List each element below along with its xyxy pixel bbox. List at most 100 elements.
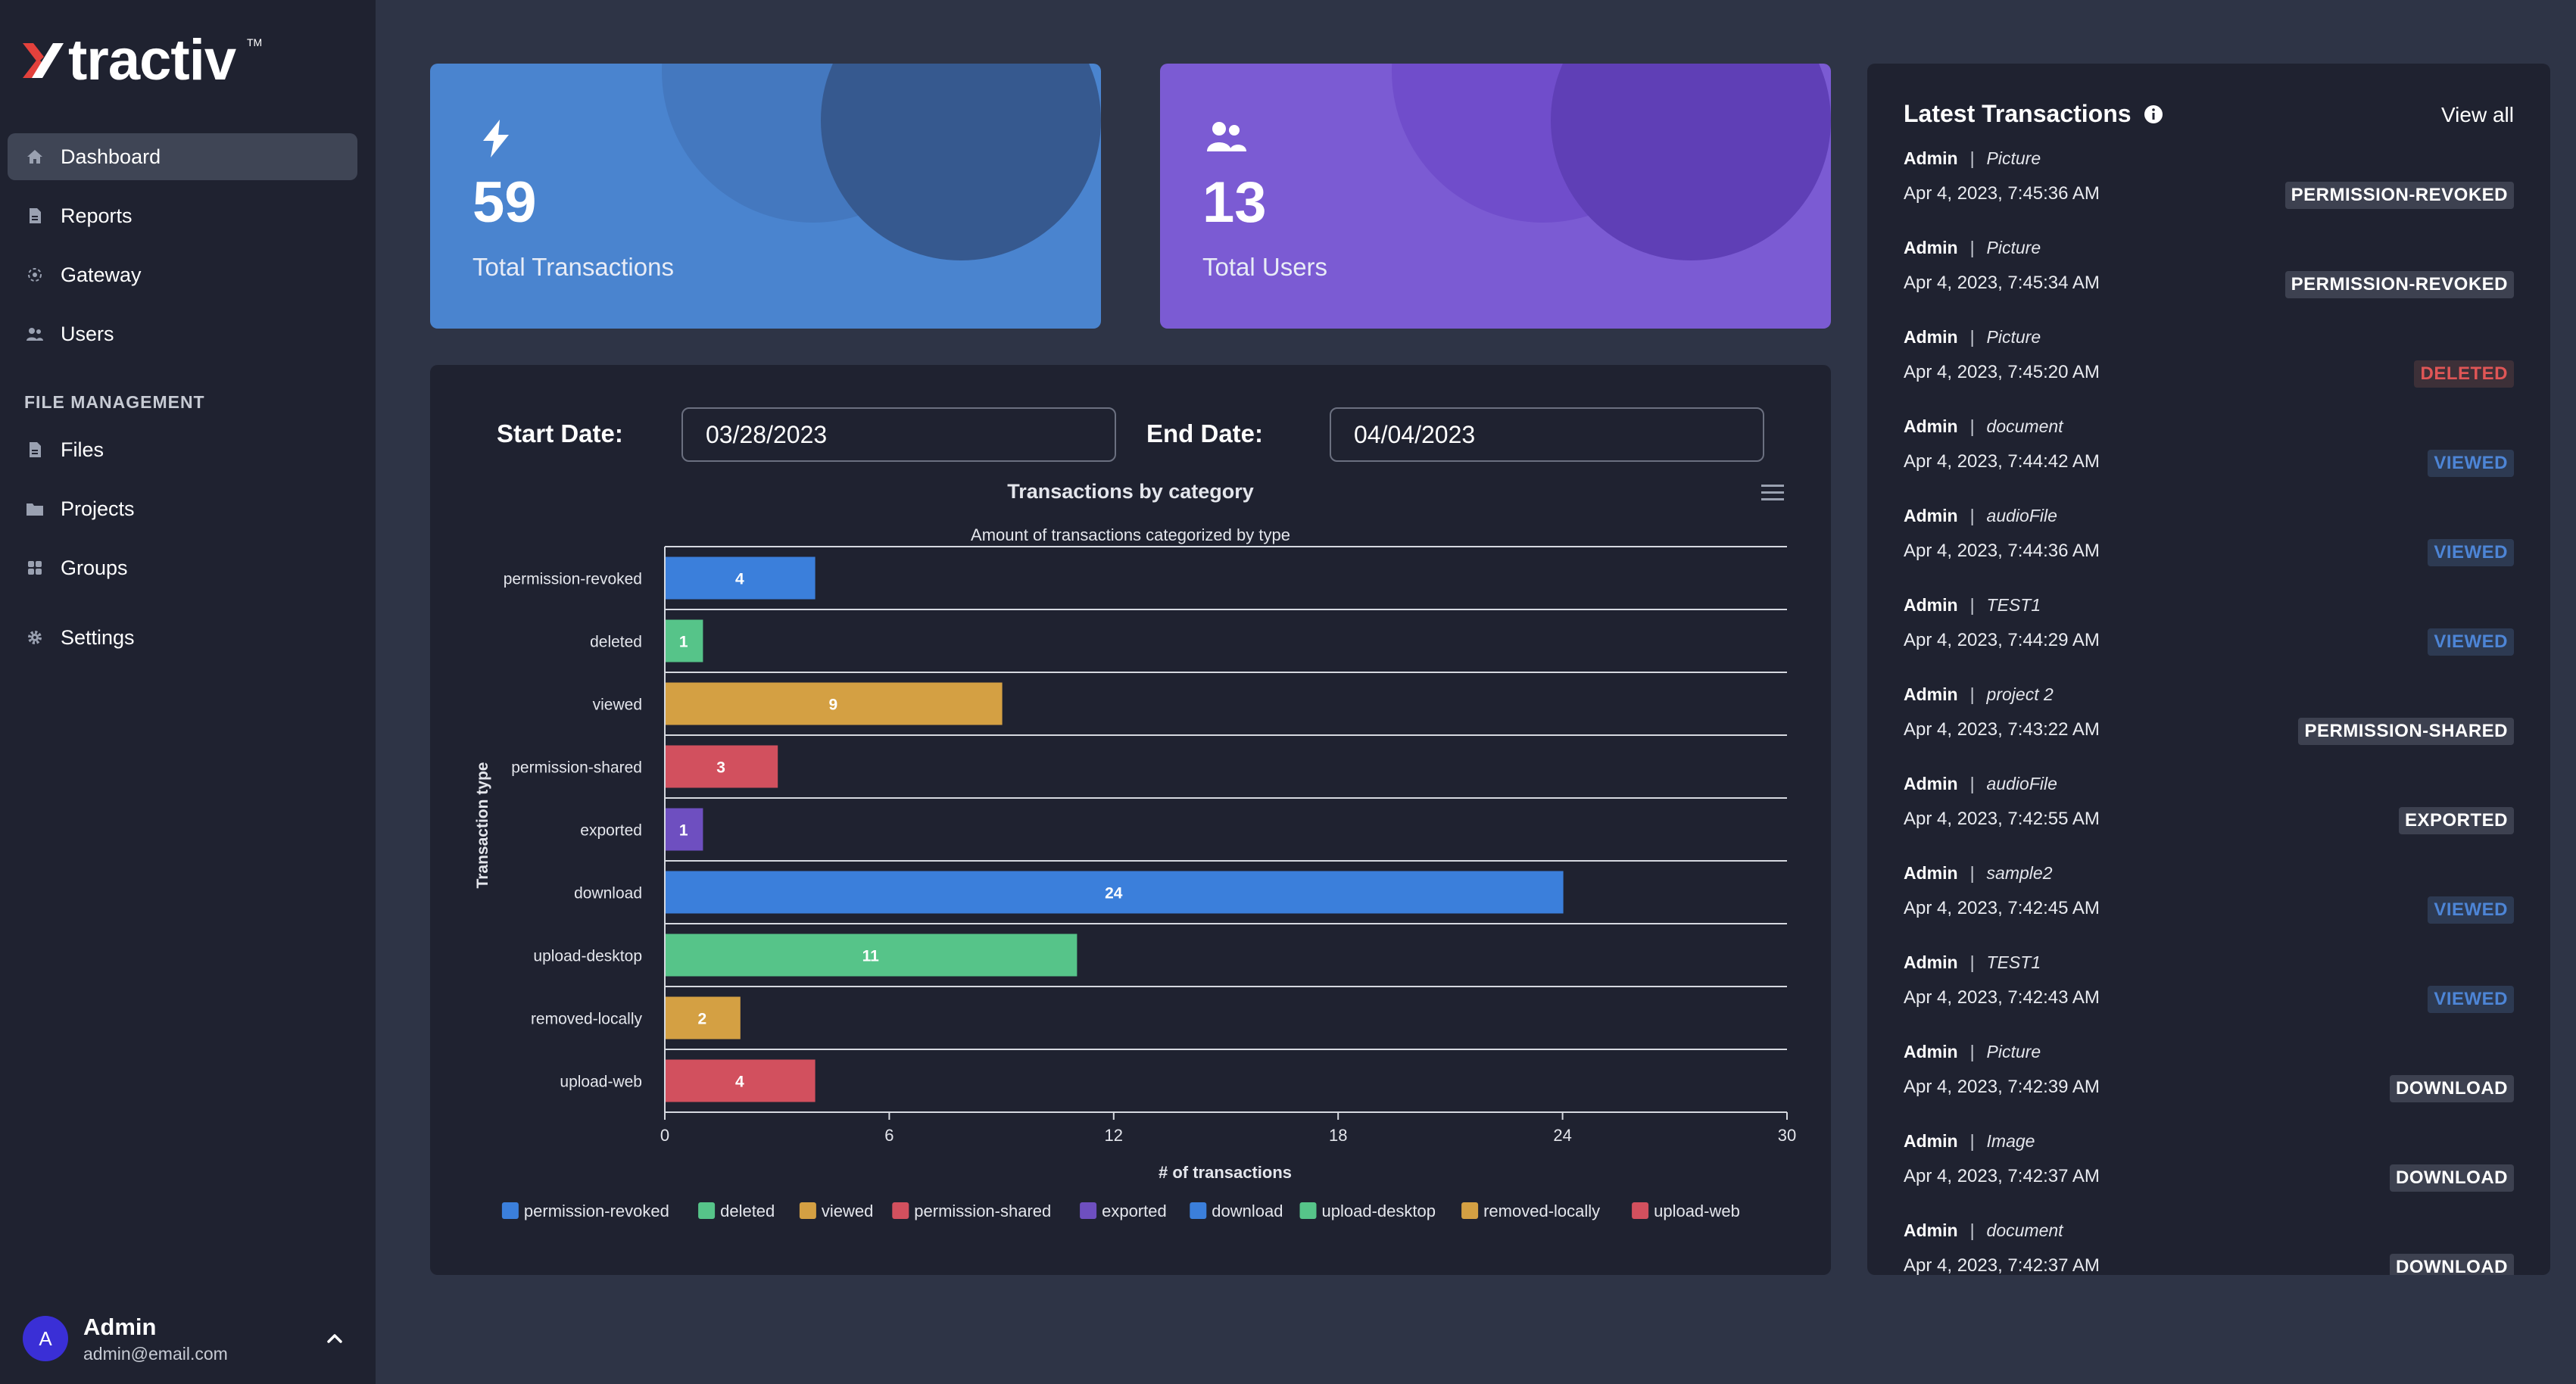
sidebar-item-settings[interactable]: Settings [8, 614, 357, 661]
transaction-file: Picture [1986, 148, 2041, 168]
status-badge: VIEWED [2428, 986, 2514, 1013]
transaction-user: Admin [1904, 1131, 1958, 1151]
list-item[interactable]: Admin | audioFile Apr 4, 2023, 7:42:55 AM EX… [1904, 774, 2514, 863]
view-all-link[interactable]: View all [2441, 103, 2514, 126]
transaction-time: Apr 4, 2023, 7:43:22 AM [1904, 719, 2100, 740]
legend-item[interactable]: upload-web [1654, 1202, 1740, 1220]
brand-logo[interactable]: tractiv TM [21, 27, 262, 93]
sidebar-item-label: Dashboard [61, 145, 161, 168]
transaction-file: Picture [1986, 1042, 2041, 1061]
list-item[interactable]: Admin | sample2 Apr 4, 2023, 7:42:45 AM VIEW… [1904, 863, 2514, 952]
sidebar-item-groups[interactable]: Groups [8, 544, 357, 591]
transaction-file: project 2 [1986, 684, 2054, 704]
status-badge: VIEWED [2428, 450, 2514, 477]
start-date-input[interactable] [681, 407, 1116, 462]
y-tick-label: viewed [593, 697, 642, 714]
sidebar-item-files[interactable]: Files [8, 426, 357, 473]
list-item[interactable]: Admin | Picture Apr 4, 2023, 7:45:36 AM PERM… [1904, 148, 2514, 238]
legend-swatch[interactable] [1080, 1202, 1097, 1219]
status-badge: DELETED [2414, 360, 2514, 388]
legend-item[interactable]: exported [1102, 1202, 1167, 1220]
avatar: A [23, 1316, 68, 1361]
data-label: 2 [698, 1011, 707, 1028]
info-icon[interactable] [2144, 104, 2163, 124]
legend-swatch[interactable] [698, 1202, 716, 1219]
transaction-time: Apr 4, 2023, 7:44:29 AM [1904, 630, 2100, 650]
end-date-input[interactable] [1330, 407, 1764, 462]
legend-swatch[interactable] [1461, 1202, 1479, 1219]
chevron-up-icon[interactable] [321, 1325, 348, 1352]
bar [666, 934, 1077, 977]
separator: | [1969, 1220, 1975, 1240]
transactions-title: Latest Transactions [1904, 100, 2132, 127]
total-transactions-card[interactable]: 59 Total Transactions [430, 64, 1101, 329]
total-transactions-label: Total Transactions [472, 253, 674, 281]
x-tick-label: 24 [1553, 1126, 1571, 1145]
transaction-user: Admin [1904, 238, 1958, 257]
y-tick-label: exported [580, 822, 642, 840]
list-item[interactable]: Admin | Picture Apr 4, 2023, 7:45:34 AM PERM… [1904, 238, 2514, 327]
sidebar-item-label: Reports [61, 204, 133, 227]
chart-subtitle: Amount of transactions categorized by ty… [971, 525, 1290, 544]
list-item[interactable]: Admin | audioFile Apr 4, 2023, 7:44:36 AM VI… [1904, 506, 2514, 595]
transaction-meta: Admin | Picture [1904, 238, 2041, 258]
legend-swatch[interactable] [799, 1202, 816, 1219]
legend-swatch[interactable] [892, 1202, 909, 1219]
user-email: admin@email.com [83, 1343, 228, 1364]
separator: | [1969, 148, 1975, 168]
legend-item[interactable]: permission-shared [914, 1202, 1051, 1220]
sidebar-item-users[interactable]: Users [8, 310, 357, 357]
transaction-meta: Admin | document [1904, 416, 2063, 437]
separator: | [1969, 863, 1975, 883]
transactions-chart: Transactions by category Amount of trans… [474, 480, 1796, 1220]
list-item[interactable]: Admin | Picture Apr 4, 2023, 7:42:39 AM DOWN… [1904, 1042, 2514, 1131]
data-label: 24 [1105, 885, 1123, 902]
legend-item[interactable]: deleted [720, 1202, 775, 1220]
user-menu[interactable]: A Admin admin@email.com [23, 1308, 356, 1369]
separator: | [1969, 1131, 1975, 1151]
legend-swatch[interactable] [1299, 1202, 1317, 1219]
data-label: 1 [679, 634, 688, 651]
transaction-user: Admin [1904, 1042, 1958, 1061]
legend-item[interactable]: upload-desktop [1322, 1202, 1436, 1220]
sidebar-item-gateway[interactable]: Gateway [8, 251, 357, 298]
sidebar-item-reports[interactable]: Reports [8, 192, 357, 239]
legend-swatch[interactable] [1190, 1202, 1207, 1219]
legend-item[interactable]: permission-revoked [524, 1202, 669, 1220]
sidebar-section-title: FILE MANAGEMENT [24, 392, 205, 412]
data-label: 4 [735, 1074, 744, 1091]
x-tick-label: 6 [884, 1126, 893, 1145]
chart-panel: Start Date: End Date: Transactions by ca… [430, 365, 1831, 1275]
chart-menu-icon[interactable] [1761, 485, 1784, 500]
status-badge: DOWNLOAD [2390, 1254, 2514, 1275]
sidebar-item-projects[interactable]: Projects [8, 485, 357, 532]
list-item[interactable]: Admin | document Apr 4, 2023, 7:44:42 AM VIE… [1904, 416, 2514, 506]
total-users-card[interactable]: 13 Total Users [1160, 64, 1831, 329]
transaction-file: Picture [1986, 238, 2041, 257]
transaction-user: Admin [1904, 1220, 1958, 1240]
user-name: Admin [83, 1313, 157, 1340]
list-item[interactable]: Admin | Picture Apr 4, 2023, 7:45:20 AM DELE… [1904, 327, 2514, 416]
list-item[interactable]: Admin | TEST1 Apr 4, 2023, 7:42:43 AM VIEWED [1904, 952, 2514, 1042]
bar [666, 871, 1564, 914]
sidebar-item-label: Projects [61, 497, 135, 520]
data-label: 11 [862, 948, 880, 965]
transactions-header: Latest Transactions [1904, 100, 2163, 128]
legend-item[interactable]: removed-locally [1483, 1202, 1600, 1220]
transaction-user: Admin [1904, 416, 1958, 436]
sidebar: tractiv TM Dashboard Reports Gateway U [0, 0, 376, 1384]
legend-swatch[interactable] [1632, 1202, 1649, 1219]
y-tick-label: upload-desktop [533, 948, 642, 965]
list-item[interactable]: Admin | Image Apr 4, 2023, 7:42:37 AM DOWNLO… [1904, 1131, 2514, 1220]
bar [666, 745, 778, 788]
list-item[interactable]: Admin | project 2 Apr 4, 2023, 7:43:22 AM PE… [1904, 684, 2514, 774]
list-item[interactable]: Admin | document Apr 4, 2023, 7:42:37 AM DOW… [1904, 1220, 2514, 1275]
card-decoration [821, 64, 1101, 260]
sidebar-item-dashboard[interactable]: Dashboard [8, 133, 357, 180]
legend-item[interactable]: viewed [822, 1202, 873, 1220]
list-item[interactable]: Admin | TEST1 Apr 4, 2023, 7:44:29 AM VIEWED [1904, 595, 2514, 684]
users-icon [1207, 122, 1246, 151]
legend-item[interactable]: download [1212, 1202, 1283, 1220]
x-tick-label: 30 [1778, 1126, 1796, 1145]
legend-swatch[interactable] [501, 1202, 519, 1219]
